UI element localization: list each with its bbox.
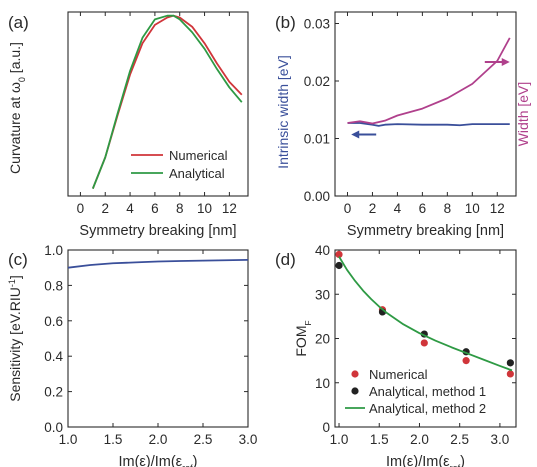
y-tick-label: 0.00 — [304, 189, 330, 204]
y-axis-label-right: Width [eV] — [515, 82, 531, 147]
y-tick-label: 0.6 — [44, 314, 63, 329]
y-tick-label: 0.0 — [44, 420, 63, 435]
x-tick-label: 2.5 — [450, 432, 469, 447]
data-point — [420, 339, 428, 347]
x-axis-label: Im(ε)/Im(εref) — [118, 454, 197, 467]
x-tick-label: 1.5 — [104, 432, 123, 447]
right-axis-arrow-head — [501, 58, 510, 67]
legend-label: Analytical, method 1 — [369, 384, 486, 399]
series-line — [347, 122, 510, 127]
legend-label: Analytical — [169, 166, 225, 181]
y-tick-label: 30 — [315, 287, 330, 302]
x-tick-label: 8 — [176, 201, 184, 216]
data-point — [335, 250, 343, 259]
x-tick-label: 2.0 — [410, 432, 429, 447]
panel-label: (b) — [275, 13, 296, 32]
y-tick-label: 0.4 — [44, 349, 63, 364]
x-axis-label: Symmetry breaking [nm] — [347, 223, 504, 239]
plot-area — [91, 14, 243, 189]
legend-label: Numerical — [369, 367, 428, 382]
series-line — [91, 14, 243, 189]
x-tick-label: 1.0 — [330, 432, 349, 447]
x-tick-label: 0 — [344, 201, 352, 216]
legend-marker — [351, 370, 359, 378]
x-tick-label: 8 — [444, 201, 452, 216]
y-tick-label: 40 — [315, 243, 330, 258]
y-tick-label: 20 — [315, 332, 330, 347]
plot-area — [347, 37, 511, 127]
series-line — [347, 37, 511, 125]
x-tick-label: 1.5 — [370, 432, 389, 447]
panel-b: (b) 0 2 4 6 8 10 12 0.00 0.01 0.02 0.03 Symmetry bre… — [275, 11, 531, 239]
y-axis-label: Sensitivity [eV.RIU-1] — [7, 275, 23, 402]
y-axis-label: FOMF — [293, 320, 313, 356]
plot-area — [335, 250, 514, 378]
panel-a: (a) 0 2 4 6 8 10 12 Symmetry breaking [nm] Curvat… — [7, 11, 249, 239]
y-tick-label: 0.02 — [304, 74, 330, 89]
legend-marker — [351, 387, 359, 395]
x-tick-label: 3.0 — [491, 432, 510, 447]
y-tick-label: 0.01 — [304, 132, 330, 147]
x-tick-label: 2 — [101, 201, 109, 216]
data-point — [462, 357, 470, 365]
panel-c: (c) 1.0 1.5 2.0 2.5 3.0 0.0 0.2 0.4 0.6 0.8 1.0 Im(ε… — [7, 243, 257, 467]
data-point — [506, 359, 514, 367]
left-axis-arrow-head — [351, 130, 360, 139]
axes-frame — [67, 249, 249, 428]
x-tick-label: 12 — [490, 201, 505, 216]
legend-label: Numerical — [169, 148, 228, 163]
y-tick-label: 10 — [315, 376, 330, 391]
x-tick-label: 12 — [222, 201, 237, 216]
x-tick-label: 6 — [419, 201, 427, 216]
data-point — [335, 261, 343, 270]
series-line — [338, 256, 513, 372]
y-axis-label-left: Intrinsic width [eV] — [275, 55, 291, 169]
x-tick-label: 4 — [126, 201, 134, 216]
series-line — [68, 259, 248, 269]
panel-d: (d) 1.0 1.5 2.0 2.5 3.0 0 10 20 30 40 Im(ε)/Im(εref… — [275, 243, 517, 467]
x-tick-label: 1.0 — [59, 432, 78, 447]
panel-label: (c) — [8, 250, 28, 269]
axes-frame — [67, 11, 249, 197]
x-axis-label: Im(ε)/Im(εref) — [386, 454, 465, 467]
y-tick-label: 1.0 — [44, 243, 63, 258]
x-tick-label: 6 — [151, 201, 159, 216]
x-axis-label: Symmetry breaking [nm] — [79, 223, 236, 239]
panel-label: (a) — [8, 13, 29, 32]
plot-area — [68, 259, 248, 269]
x-tick-label: 2.5 — [194, 432, 213, 447]
axes-frame — [334, 11, 517, 197]
x-tick-label: 10 — [197, 201, 212, 216]
x-tick-label: 4 — [394, 201, 402, 216]
y-tick-label: 0 — [322, 420, 330, 435]
x-tick-label: 2 — [369, 201, 377, 216]
y-axis-label: Curvature at ω0 [a.u.] — [7, 42, 27, 174]
legend-label: Analytical, method 2 — [369, 401, 486, 416]
x-tick-label: 10 — [465, 201, 480, 216]
x-tick-label: 0 — [77, 201, 85, 216]
y-tick-label: 0.03 — [304, 17, 330, 32]
x-tick-label: 2.0 — [149, 432, 168, 447]
x-tick-label: 3.0 — [239, 432, 258, 447]
y-tick-label: 0.2 — [44, 385, 63, 400]
data-point — [506, 370, 514, 378]
panel-label: (d) — [275, 250, 296, 269]
y-tick-label: 0.8 — [44, 278, 63, 293]
